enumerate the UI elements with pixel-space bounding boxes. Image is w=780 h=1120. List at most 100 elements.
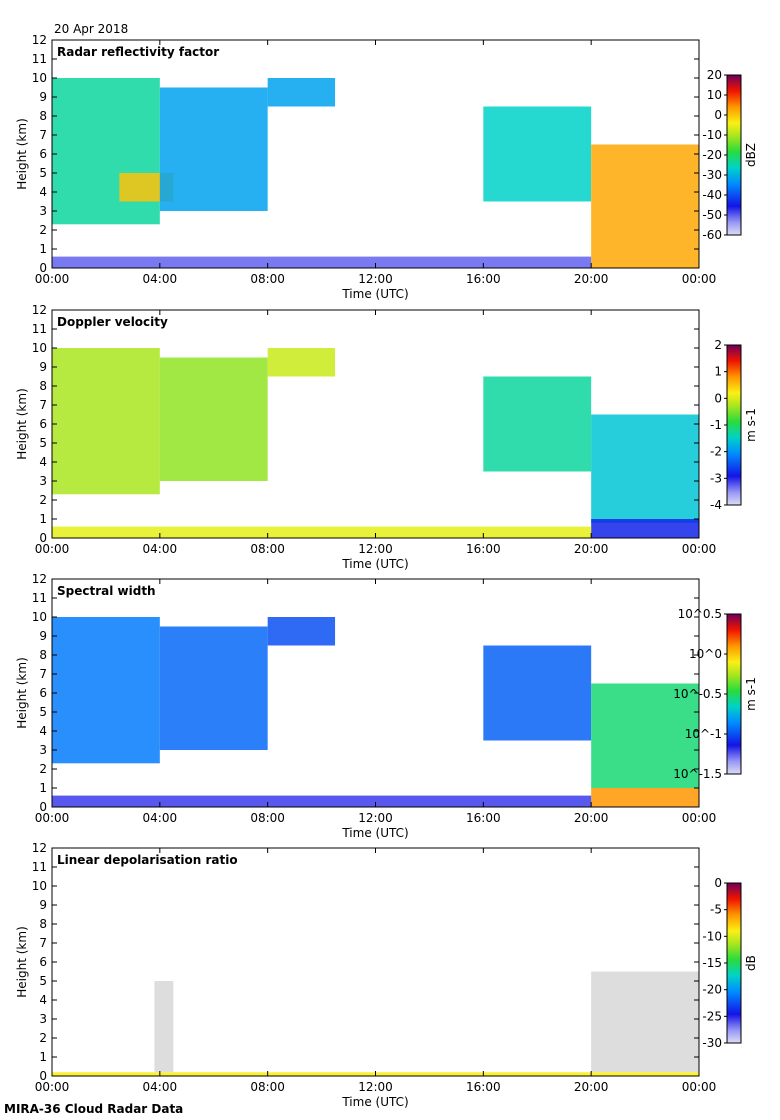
x-tick-label: 08:00	[250, 1080, 285, 1094]
echo-region	[52, 526, 592, 538]
x-tick-label: 16:00	[466, 542, 501, 556]
echo-region	[483, 376, 592, 472]
x-tick-label: 00:00	[35, 272, 70, 286]
echo-region	[154, 981, 174, 1073]
x-tick-label: 08:00	[250, 542, 285, 556]
date-label: 20 Apr 2018	[54, 22, 128, 36]
colorbar-label: m s-1	[744, 408, 758, 442]
x-tick-label: 00:00	[682, 1080, 717, 1094]
colorbar-tick-label: -60	[702, 228, 722, 242]
y-tick-label: 4	[39, 455, 47, 469]
colorbar-tick-label: -5	[710, 903, 722, 917]
y-tick-label: 5	[39, 705, 47, 719]
y-tick-label: 1	[39, 1050, 47, 1064]
x-axis-label: Time (UTC)	[341, 826, 408, 840]
echo-region	[591, 971, 699, 1073]
x-tick-label: 12:00	[358, 542, 393, 556]
x-tick-label: 00:00	[682, 272, 717, 286]
colorbar-tick-label: -20	[702, 148, 722, 162]
echo-region	[52, 256, 592, 268]
y-tick-label: 11	[32, 591, 47, 605]
echo-region	[52, 795, 592, 807]
colorbar-tick-label: -30	[702, 1036, 722, 1050]
y-tick-label: 6	[39, 417, 47, 431]
y-tick-label: 11	[32, 322, 47, 336]
echo-region	[267, 617, 336, 646]
y-tick-label: 2	[39, 762, 47, 776]
x-axis-label: Time (UTC)	[341, 557, 408, 571]
y-tick-label: 5	[39, 436, 47, 450]
echo-region	[591, 519, 699, 538]
colorbar-tick-label: 0	[714, 108, 722, 122]
y-tick-label: 2	[39, 493, 47, 507]
x-tick-label: 04:00	[143, 1080, 178, 1094]
y-tick-label: 7	[39, 667, 47, 681]
x-tick-label: 00:00	[682, 542, 717, 556]
x-tick-label: 00:00	[35, 542, 70, 556]
echo-region	[159, 357, 268, 481]
y-tick-label: 3	[39, 474, 47, 488]
y-tick-label: 5	[39, 974, 47, 988]
colorbar-tick-label: -10	[702, 929, 722, 943]
colorbar-tick-label: 10^-1.5	[673, 767, 722, 781]
y-tick-label: 3	[39, 743, 47, 757]
footer-label: MIRA-36 Cloud Radar Data	[4, 1102, 183, 1116]
y-axis-label: Height (km)	[15, 118, 29, 189]
panel-title: Spectral width	[57, 584, 156, 598]
y-tick-label: 5	[39, 166, 47, 180]
x-tick-label: 12:00	[358, 1080, 393, 1094]
x-tick-label: 20:00	[574, 542, 609, 556]
y-tick-label: 6	[39, 955, 47, 969]
y-tick-label: 0	[39, 531, 47, 545]
echo-region	[591, 788, 699, 807]
colorbar-tick-label: -25	[702, 1009, 722, 1023]
x-axis-label: Time (UTC)	[341, 1095, 408, 1109]
y-tick-label: 10	[32, 610, 47, 624]
colorbar-tick-label: 1	[714, 365, 722, 379]
y-tick-label: 7	[39, 128, 47, 142]
echo-region	[591, 414, 699, 523]
colorbar-tick-label: -3	[710, 471, 722, 485]
y-tick-label: 7	[39, 936, 47, 950]
y-tick-label: 9	[39, 360, 47, 374]
echo-region	[52, 617, 160, 764]
x-tick-label: 16:00	[466, 811, 501, 825]
colorbar-tick-label: 2	[714, 338, 722, 352]
y-tick-label: 0	[39, 1069, 47, 1083]
colorbar-tick-label: 0	[714, 391, 722, 405]
colorbar-tick-label: -4	[710, 498, 722, 512]
chart-panel-1: Radar reflectivity factor012345678910111…	[15, 33, 758, 301]
y-tick-label: 2	[39, 223, 47, 237]
y-tick-label: 4	[39, 724, 47, 738]
colorbar	[727, 75, 741, 235]
y-tick-label: 3	[39, 204, 47, 218]
x-tick-label: 12:00	[358, 272, 393, 286]
x-tick-label: 20:00	[574, 811, 609, 825]
y-tick-label: 1	[39, 781, 47, 795]
x-axis-label: Time (UTC)	[341, 287, 408, 301]
echo-region	[52, 78, 160, 225]
y-tick-label: 10	[32, 341, 47, 355]
y-tick-label: 0	[39, 800, 47, 814]
y-tick-label: 12	[32, 33, 47, 47]
x-tick-label: 08:00	[250, 811, 285, 825]
chart-panel-4: Linear depolarisation ratio0123456789101…	[15, 841, 758, 1109]
y-tick-label: 7	[39, 398, 47, 412]
x-tick-label: 04:00	[143, 272, 178, 286]
y-tick-label: 11	[32, 860, 47, 874]
x-tick-label: 00:00	[35, 1080, 70, 1094]
y-tick-label: 8	[39, 379, 47, 393]
y-tick-label: 1	[39, 512, 47, 526]
colorbar-tick-label: -30	[702, 168, 722, 182]
colorbar-tick-label: -50	[702, 208, 722, 222]
y-axis-label: Height (km)	[15, 657, 29, 728]
x-tick-label: 16:00	[466, 1080, 501, 1094]
y-tick-label: 4	[39, 185, 47, 199]
colorbar-tick-label: 10^-1	[685, 727, 722, 741]
y-tick-label: 10	[32, 71, 47, 85]
y-tick-label: 9	[39, 898, 47, 912]
colorbar-tick-label: 20	[707, 68, 722, 82]
panel-title: Doppler velocity	[57, 315, 168, 329]
